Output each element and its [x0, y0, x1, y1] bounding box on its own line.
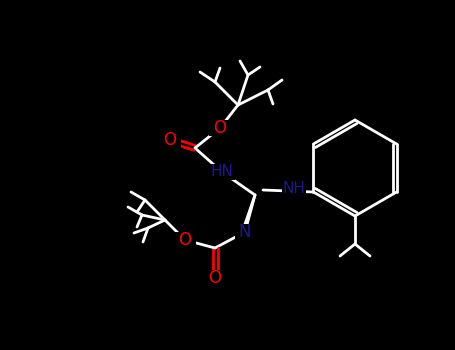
Bar	[235, 224, 255, 240]
Bar	[204, 270, 226, 286]
Text: HN: HN	[211, 164, 233, 180]
Text: O: O	[163, 131, 177, 149]
Text: O: O	[213, 119, 227, 137]
Text: NH: NH	[283, 181, 306, 196]
Text: O: O	[208, 269, 222, 287]
Bar	[159, 132, 181, 148]
Text: N: N	[239, 223, 251, 241]
Bar	[282, 181, 306, 196]
Text: O: O	[178, 231, 192, 249]
Bar	[209, 120, 231, 136]
Bar	[209, 164, 235, 180]
Bar	[174, 232, 196, 248]
